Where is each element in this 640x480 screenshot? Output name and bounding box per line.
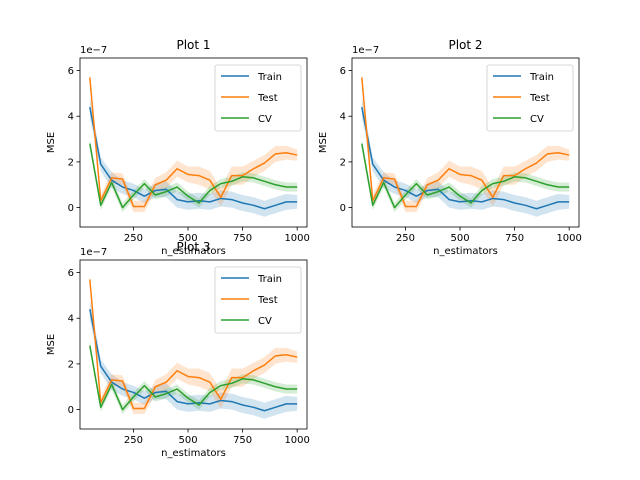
legend: Train Test CV (214, 64, 302, 132)
y-tick-label: 6 (68, 268, 74, 279)
series-line-train (89, 106, 298, 210)
legend: Train Test CV (214, 266, 302, 334)
y-axis-label: MSE (46, 334, 57, 355)
chart-title: Plot 1 (176, 38, 210, 52)
x-tick-label: 750 (233, 233, 252, 244)
legend-box (486, 64, 574, 132)
data-layer (89, 273, 298, 419)
series-line-train (361, 106, 570, 210)
legend-label: Train (257, 274, 282, 285)
legend-label: CV (258, 316, 272, 327)
legend-label: Train (529, 72, 554, 83)
series-line-cv (361, 143, 570, 209)
legend-box (214, 64, 302, 132)
y-tick-label: 4 (68, 112, 74, 123)
x-tick-label: 250 (124, 233, 143, 244)
data-layer (89, 71, 298, 217)
series-line-cv (89, 143, 298, 209)
series-line-test (89, 77, 298, 208)
plot-1: 250 500 750 1000 0 2 4 6 1e−7 Plot 1 n_estimators M… (46, 38, 310, 257)
legend: Train Test CV (486, 64, 574, 132)
x-tick-label: 1000 (556, 233, 581, 244)
band-cv (361, 139, 570, 213)
x-axis-label: n_estimators (433, 246, 498, 257)
axes-frame (79, 57, 308, 228)
legend-label: Test (257, 93, 278, 104)
y-offset-text: 1e−7 (352, 45, 379, 56)
legend-label: Train (257, 72, 282, 83)
x-tick-label: 750 (505, 233, 524, 244)
y-tick-label: 6 (68, 66, 74, 77)
chart-title: Plot 2 (448, 38, 482, 52)
series-line-test (89, 279, 298, 410)
x-axis-label: n_estimators (161, 246, 226, 257)
legend-label: Test (257, 295, 278, 306)
y-axis-label: MSE (46, 132, 57, 153)
x-tick-label: 250 (396, 233, 415, 244)
series-line-train (89, 308, 298, 412)
plot-2: 250 500 750 1000 0 2 4 6 1e−7 Plot 2 n_estimators M… (318, 38, 582, 257)
axes-frame (351, 57, 580, 228)
y-tick-label: 6 (340, 66, 346, 77)
y-tick-label: 0 (68, 203, 74, 214)
legend-label: Test (529, 93, 550, 104)
axes-frame (79, 259, 308, 430)
series-line-test (361, 77, 570, 208)
x-tick-label: 500 (450, 233, 469, 244)
y-offset-text: 1e−7 (80, 247, 107, 258)
y-tick-label: 0 (68, 405, 74, 416)
legend-label: CV (258, 114, 272, 125)
y-tick-label: 4 (340, 112, 346, 123)
series-line-cv (89, 345, 298, 411)
x-tick-label: 500 (178, 233, 197, 244)
y-tick-label: 2 (68, 157, 74, 168)
x-tick-label: 1000 (284, 435, 309, 446)
chart-title: Plot 3 (176, 240, 210, 254)
band-cv (89, 139, 298, 213)
y-axis-label: MSE (318, 132, 329, 153)
band-cv (89, 341, 298, 415)
x-axis-label: n_estimators (161, 448, 226, 459)
legend-label: CV (530, 114, 544, 125)
x-tick-label: 250 (124, 435, 143, 446)
y-tick-label: 2 (68, 359, 74, 370)
y-tick-label: 2 (340, 157, 346, 168)
x-tick-label: 1000 (284, 233, 309, 244)
x-tick-label: 500 (178, 435, 197, 446)
legend-box (214, 266, 302, 334)
x-tick-label: 750 (233, 435, 252, 446)
y-offset-text: 1e−7 (80, 45, 107, 56)
data-layer (361, 71, 570, 217)
y-tick-label: 4 (68, 314, 74, 325)
y-tick-label: 0 (340, 203, 346, 214)
